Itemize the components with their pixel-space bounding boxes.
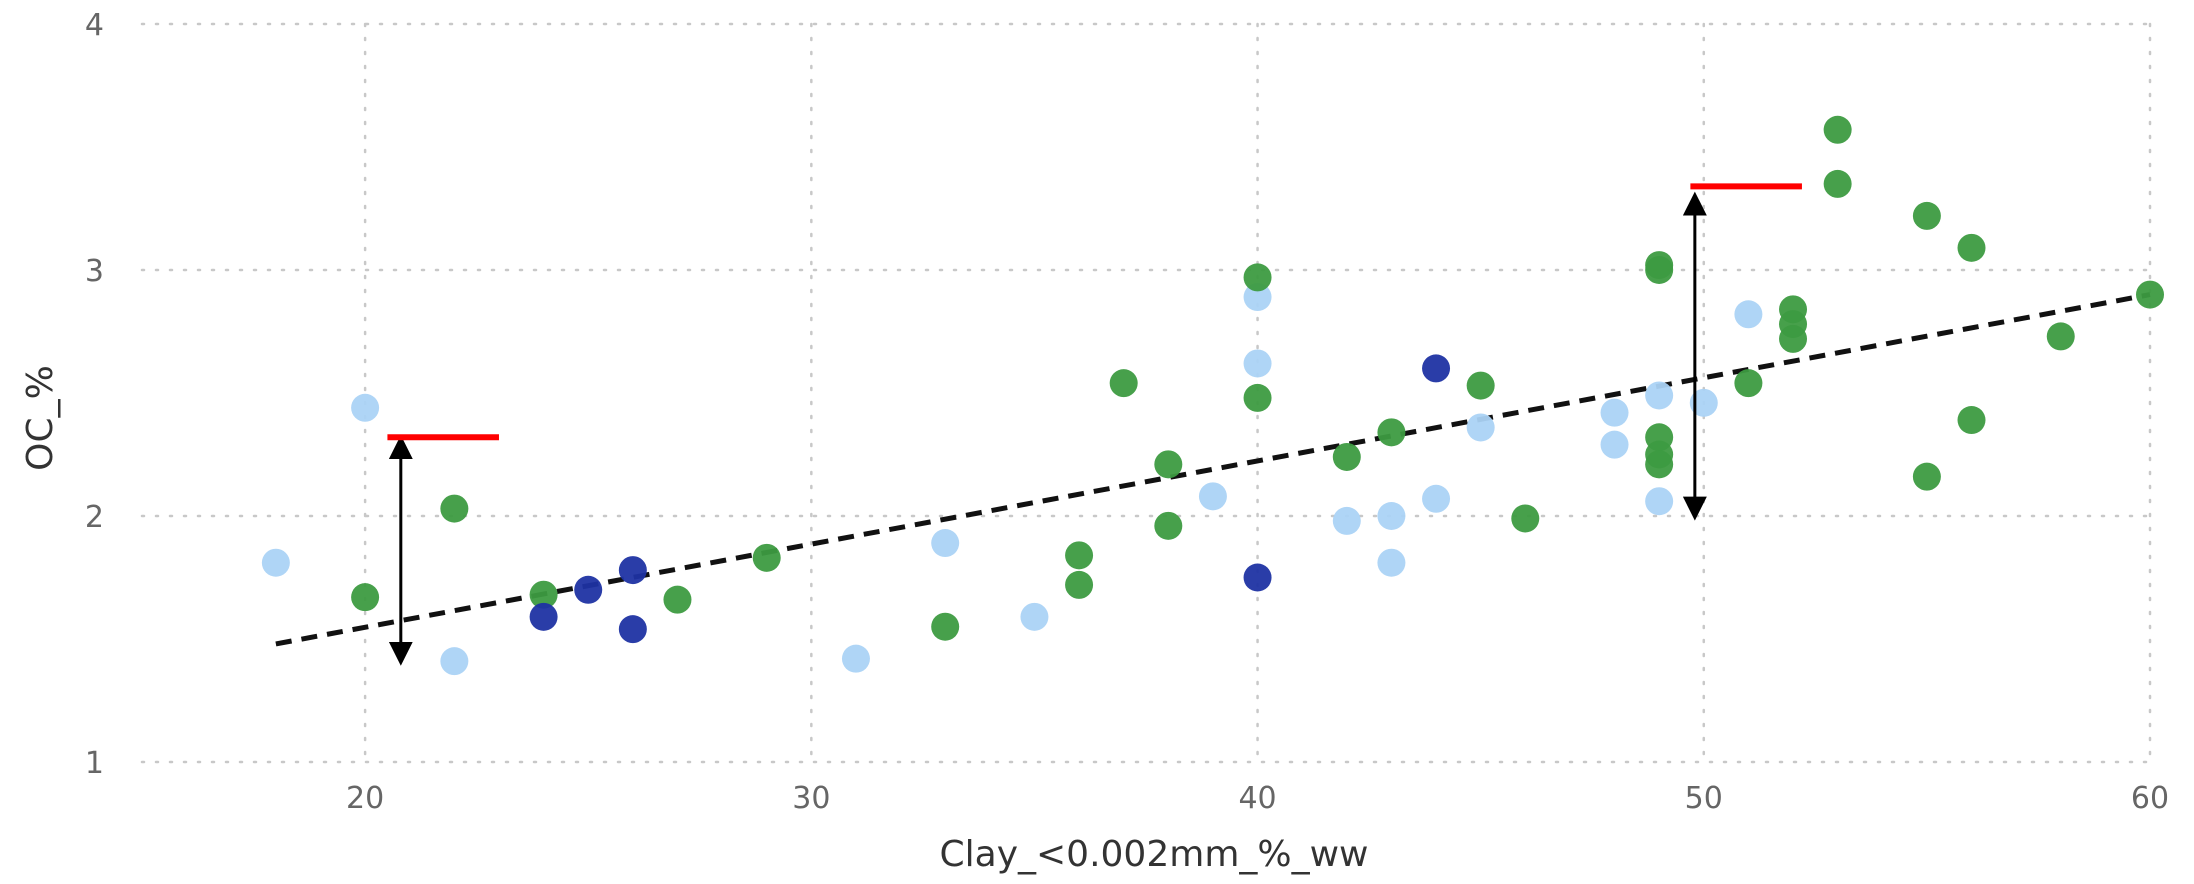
data-point	[1600, 430, 1629, 459]
x-tick-label: 20	[346, 781, 384, 816]
data-point	[1020, 602, 1049, 631]
data-point	[1957, 233, 1986, 262]
data-point	[1645, 450, 1674, 479]
data-point	[574, 575, 603, 604]
data-point	[1466, 371, 1495, 400]
data-point	[1779, 324, 1808, 353]
data-point	[2136, 280, 2164, 309]
data-point	[618, 615, 647, 644]
data-point	[1600, 398, 1629, 427]
data-point	[1154, 450, 1183, 479]
data-point	[1332, 442, 1361, 471]
data-point	[261, 548, 290, 577]
x-tick-label: 30	[792, 781, 830, 816]
data-points	[261, 115, 2164, 676]
x-axis-ticks: 20 30 40 50 60	[346, 781, 2169, 816]
data-point	[1957, 406, 1986, 435]
data-point	[931, 612, 960, 641]
y-tick-label: 4	[85, 8, 104, 43]
data-point	[1377, 502, 1406, 530]
data-point	[1734, 369, 1763, 398]
y-axis-title: OC_%	[20, 365, 61, 471]
data-point	[1243, 563, 1272, 592]
y-tick-label: 3	[85, 254, 104, 289]
series-0	[261, 283, 1763, 676]
data-point	[618, 556, 647, 585]
data-point	[1912, 462, 1941, 491]
data-point	[1198, 482, 1227, 511]
data-point	[440, 647, 469, 676]
x-tick-label: 50	[1685, 781, 1723, 816]
data-point	[1243, 383, 1272, 412]
data-point	[841, 644, 870, 673]
x-tick-label: 40	[1238, 781, 1276, 816]
gridlines	[140, 22, 2152, 764]
data-point	[1154, 511, 1183, 540]
data-point	[663, 585, 692, 614]
series-2	[529, 354, 1451, 644]
data-point	[1109, 369, 1138, 398]
data-point	[1377, 418, 1406, 447]
data-point	[529, 580, 558, 609]
y-axis-ticks: 1 2 3 4	[85, 8, 104, 781]
data-point	[1645, 381, 1674, 410]
data-point	[440, 494, 469, 523]
data-point	[1243, 263, 1272, 292]
data-point	[931, 529, 960, 558]
data-point	[1823, 115, 1852, 144]
data-point	[1823, 169, 1852, 198]
data-point	[1243, 283, 1272, 312]
series-1	[351, 115, 2164, 641]
data-point	[351, 583, 380, 612]
x-axis-title: Clay_<0.002mm_%_ww	[940, 834, 1369, 875]
data-point	[1734, 300, 1763, 329]
data-point	[1511, 504, 1540, 533]
data-point	[1377, 548, 1406, 577]
y-tick-label: 1	[85, 746, 104, 781]
data-point	[1332, 506, 1361, 535]
data-point	[529, 602, 558, 631]
data-point	[2046, 322, 2075, 351]
data-point	[351, 393, 380, 422]
data-point	[1912, 201, 1941, 230]
data-point	[1243, 349, 1272, 378]
data-point	[1065, 570, 1094, 599]
x-tick-label: 60	[2131, 781, 2169, 816]
y-tick-label: 2	[85, 500, 104, 535]
data-point	[1422, 354, 1451, 383]
data-point	[1645, 256, 1674, 284]
data-point	[1466, 413, 1495, 442]
data-point	[1645, 487, 1674, 516]
data-point	[752, 543, 781, 572]
data-point	[1422, 484, 1451, 513]
annotations	[387, 183, 1802, 666]
data-point	[1065, 541, 1094, 570]
